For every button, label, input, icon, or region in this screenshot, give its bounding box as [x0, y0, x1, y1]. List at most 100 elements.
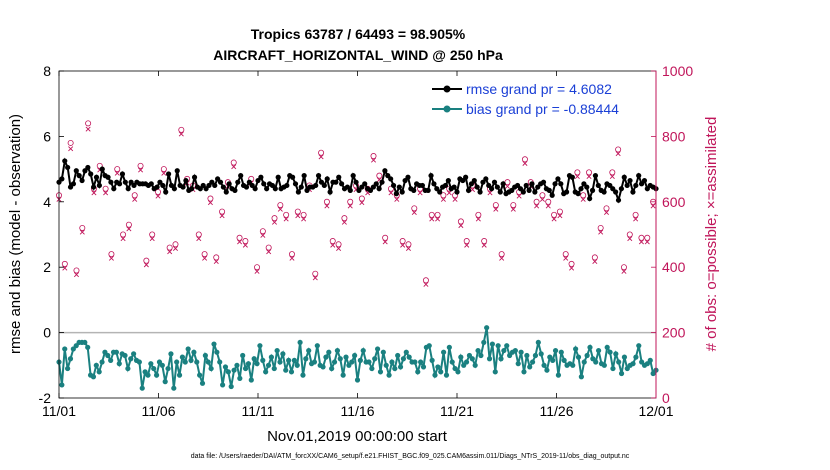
obs-possible-point: [73, 267, 80, 274]
obs-assimilated-stroke: [231, 164, 237, 170]
bias-point: [320, 364, 326, 370]
obs-possible-point: [283, 211, 290, 218]
rmse-point: [160, 182, 166, 189]
bias-point: [478, 352, 484, 359]
obs-possible-point: [399, 238, 406, 245]
obs-assimilated-point: [213, 259, 219, 265]
bias-point: [475, 347, 481, 354]
obs-assimilated-point: [388, 190, 394, 196]
y2-tick-label: 600: [662, 194, 686, 210]
obs-count-layer: [56, 120, 657, 287]
obs-assimilated-stroke: [324, 203, 330, 209]
bias-point: [337, 356, 343, 362]
obs-assimilated-point: [79, 229, 85, 235]
rmse-point: [578, 186, 584, 192]
bias-point: [131, 351, 137, 357]
obs-assimilated-point: [569, 265, 575, 271]
bias-point: [311, 359, 318, 365]
rmse-point: [379, 179, 385, 185]
obs-assimilated-stroke: [283, 216, 289, 222]
obs-assimilated-point: [132, 196, 138, 202]
bias-point: [248, 377, 254, 383]
bias-point: [228, 383, 234, 390]
obs-assimilated-stroke: [219, 213, 225, 219]
rmse-point: [284, 182, 290, 189]
obs-assimilated-point: [330, 242, 336, 248]
obs-possible-point: [539, 192, 546, 199]
x-axis-label: Nov.01,2019 00:00:00 start: [267, 428, 448, 445]
obs-assimilated-point: [336, 245, 342, 251]
rmse-point: [589, 187, 596, 193]
bias-point: [486, 356, 493, 362]
bias-point: [372, 356, 378, 362]
obs-assimilated-point: [73, 272, 79, 278]
obs-assimilated-stroke: [487, 190, 493, 196]
rmse-point: [636, 173, 642, 179]
obs-assimilated-stroke: [172, 245, 179, 251]
rmse-point: [540, 179, 547, 185]
obs-assimilated-point: [318, 154, 324, 160]
rmse-point: [258, 174, 264, 180]
obs-assimilated-point: [254, 268, 260, 274]
bias-point: [300, 372, 306, 378]
bias-point: [265, 362, 272, 368]
bias-point: [501, 347, 507, 354]
bias-point: [128, 356, 134, 362]
obs-assimilated-point: [242, 242, 248, 248]
bias-point: [168, 351, 174, 357]
bias-point: [176, 372, 183, 378]
bias-point: [446, 344, 452, 350]
obs-possible-point: [411, 205, 418, 212]
obs-assimilated-stroke: [202, 255, 208, 261]
obs-assimilated-stroke: [493, 206, 499, 212]
obs-assimilated-stroke: [85, 126, 91, 132]
rmse-point: [595, 182, 601, 189]
bias-point: [225, 369, 231, 375]
obs-assimilated-point: [417, 190, 423, 196]
obs-assimilated-stroke: [417, 190, 423, 196]
obs-assimilated-stroke: [504, 183, 510, 189]
bias-point: [604, 344, 610, 350]
obs-possible-point: [562, 251, 569, 258]
bias-point: [395, 352, 401, 359]
obs-assimilated-point: [446, 190, 452, 196]
obs-assimilated-stroke: [534, 203, 540, 209]
obs-possible-point: [236, 234, 243, 241]
bias-point: [174, 359, 180, 365]
rmse-series-line: [58, 157, 657, 204]
bias-point: [271, 365, 277, 372]
obs-assimilated-stroke: [376, 177, 382, 183]
obs-possible-point: [259, 228, 266, 235]
bias-point: [455, 369, 461, 375]
obs-assimilated-stroke: [167, 249, 173, 255]
rmse-point: [563, 189, 570, 195]
legend: rmse grand pr = 4.6082 bias grand pr = -…: [428, 78, 644, 120]
obs-assimilated-point: [411, 209, 417, 215]
bias-point: [197, 372, 203, 378]
bias-point: [412, 359, 418, 365]
obs-assimilated-stroke: [330, 242, 336, 248]
rmse-point: [180, 184, 186, 190]
axes-layer: 11/01 11/06 11/11 11/16 11/21 11/26 12/01 -2 0 2 4…: [39, 63, 694, 419]
plot-area: [59, 71, 656, 398]
bias-point: [349, 359, 355, 365]
obs-possible-point: [586, 169, 593, 176]
bias-point: [616, 359, 622, 365]
rmse-point: [321, 182, 327, 189]
bias-point: [515, 361, 521, 367]
obs-assimilated-point: [470, 187, 476, 193]
bias-point: [498, 356, 504, 362]
obs-assimilated-stroke: [149, 236, 155, 242]
bias-point: [443, 372, 450, 378]
bias-point: [472, 362, 478, 368]
bias-point: [512, 347, 518, 354]
bias-point: [113, 349, 120, 355]
obs-assimilated-point: [621, 268, 627, 274]
rmse-point: [65, 164, 71, 171]
bias-point: [323, 354, 329, 360]
obs-assimilated-stroke: [592, 259, 598, 265]
obs-assimilated-stroke: [260, 232, 266, 238]
rmse-point: [405, 174, 411, 180]
obs-assimilated-stroke: [557, 213, 563, 219]
y2-tick-label: 1000: [662, 63, 693, 79]
